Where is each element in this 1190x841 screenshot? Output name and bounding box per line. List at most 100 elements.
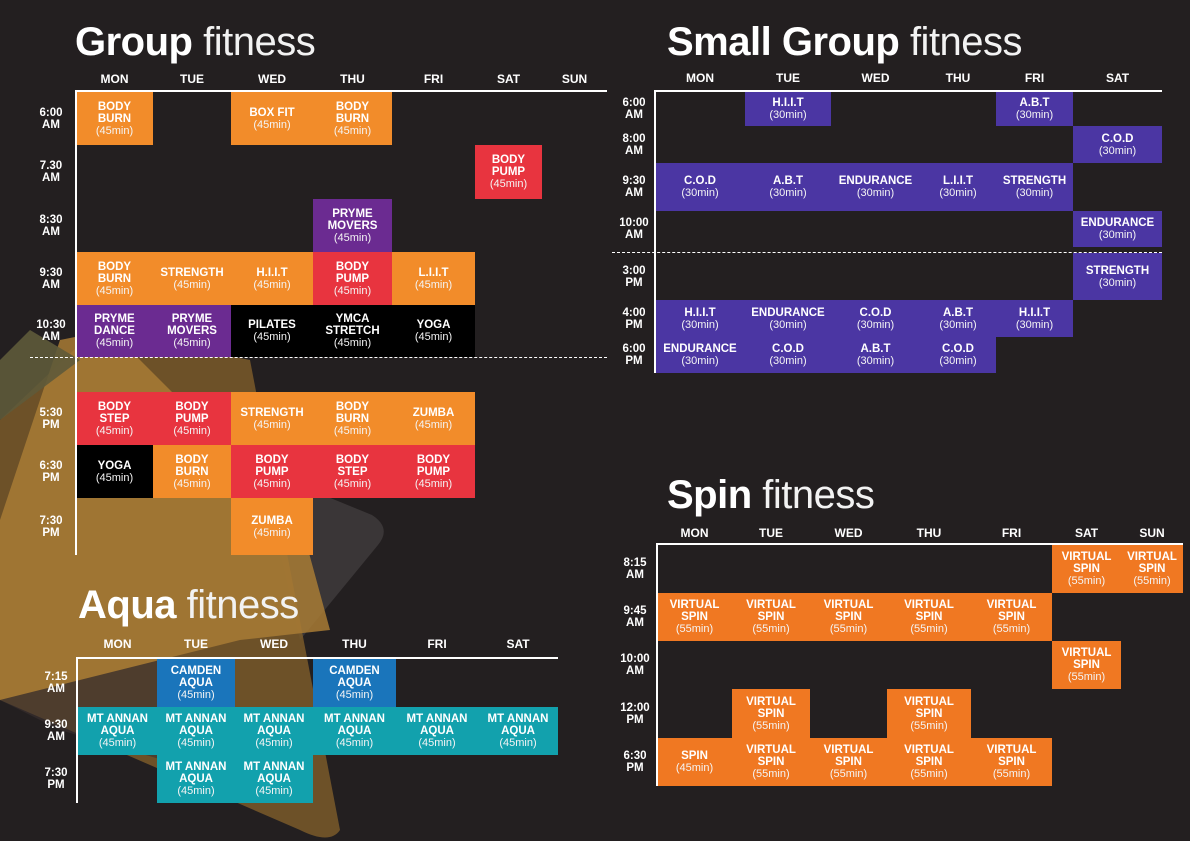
class-cell[interactable]: A.B.T (30min) [745,163,831,211]
class-cell[interactable]: ZUMBA (45min) [231,498,313,555]
class-cell[interactable]: VIRTUAL SPIN (55min) [732,593,810,641]
class-name: VIRTUAL SPIN [823,599,874,623]
class-cell[interactable]: STRENGTH (45min) [231,392,313,445]
class-cell[interactable]: BODY BURN (45min) [153,445,231,498]
class-name: MT ANNAN AQUA [243,761,305,785]
class-cell[interactable]: YMCA STRETCH (45min) [313,305,392,357]
section-title: Spin fitness [667,475,875,515]
class-duration: (55min) [675,623,714,635]
class-name: L.I.I.T [942,175,974,187]
day-header: FRI [1001,526,1022,540]
class-name: SPIN [681,750,708,762]
class-cell[interactable]: VIRTUAL SPIN (55min) [1052,545,1121,593]
class-name: VIRTUAL SPIN [746,695,796,720]
class-cell[interactable]: H.I.I.T (30min) [996,300,1073,337]
class-cell[interactable]: VIRTUAL SPIN (55min) [732,738,810,786]
class-cell[interactable]: A.B.T (30min) [996,92,1073,126]
class-cell[interactable]: VIRTUAL SPIN (55min) [887,738,971,786]
class-name: STRENGTH [240,406,304,419]
day-header: FRI [427,637,447,651]
class-cell[interactable]: VIRTUAL SPIN (55min) [971,738,1052,786]
class-cell[interactable]: BODY PUMP (45min) [475,145,542,199]
class-cell[interactable]: PRYME MOVERS (45min) [313,199,392,252]
class-cell[interactable]: BODY STEP (45min) [313,445,392,498]
class-cell[interactable]: H.I.I.T (45min) [231,252,313,305]
class-name: BODY BURN [335,400,370,425]
class-cell[interactable]: YOGA (45min) [392,305,475,357]
class-cell[interactable]: ENDURANCE (30min) [831,163,920,211]
title-bold: Small Group [667,20,900,64]
class-cell[interactable]: A.B.T (30min) [920,300,996,337]
class-cell[interactable]: C.O.D (30min) [831,300,920,337]
class-cell[interactable]: YOGA (45min) [76,445,153,498]
class-cell[interactable]: A.B.T (30min) [831,337,920,373]
class-cell[interactable]: MT ANNAN AQUA (45min) [396,707,478,755]
class-cell[interactable]: BODY BURN (45min) [76,92,153,145]
class-cell[interactable]: MT ANNAN AQUA (45min) [235,707,313,755]
day-header: WED [861,71,890,85]
class-cell[interactable]: MT ANNAN AQUA (45min) [157,755,235,803]
class-cell[interactable]: MT ANNAN AQUA (45min) [478,707,558,755]
class-cell[interactable]: C.O.D (30min) [655,163,745,211]
class-cell[interactable]: ENDURANCE (30min) [655,337,745,373]
class-cell[interactable]: VIRTUAL SPIN (55min) [657,593,732,641]
class-cell[interactable]: SPIN (45min) [657,738,732,786]
class-cell[interactable]: ZUMBA (45min) [392,392,475,445]
class-cell[interactable]: L.I.I.T (45min) [392,252,475,305]
class-cell[interactable]: BODY PUMP (45min) [392,445,475,498]
class-duration: (45min) [253,118,291,131]
class-name: VIRTUAL SPIN [823,744,874,768]
class-duration: (30min) [939,355,977,367]
day-header: SUN [561,72,588,86]
class-cell[interactable]: BODY PUMP (45min) [313,252,392,305]
class-name: ENDURANCE [751,306,825,319]
class-cell[interactable]: VIRTUAL SPIN (55min) [887,593,971,641]
class-cell[interactable]: MT ANNAN AQUA (45min) [313,707,396,755]
class-cell[interactable]: MT ANNAN AQUA (45min) [235,755,313,803]
class-cell[interactable]: MT ANNAN AQUA (45min) [78,707,157,755]
class-cell[interactable]: STRENGTH (30min) [1073,253,1162,300]
class-cell[interactable]: VIRTUAL SPIN (55min) [887,689,971,738]
class-duration: (55min) [829,768,868,780]
class-cell[interactable]: BODY BURN (45min) [313,392,392,445]
time-label: 10:00 AM [620,653,650,677]
class-cell[interactable]: VIRTUAL SPIN (55min) [810,738,887,786]
class-cell[interactable]: BODY PUMP (45min) [153,392,231,445]
class-duration: (45min) [95,124,134,137]
class-cell[interactable]: C.O.D (30min) [1073,126,1162,163]
class-duration: (30min) [681,318,719,331]
class-cell[interactable]: BODY BURN (45min) [76,252,153,305]
class-cell[interactable]: VIRTUAL SPIN (55min) [1052,641,1121,689]
class-cell[interactable]: VIRTUAL SPIN (55min) [810,593,887,641]
class-name: ENDURANCE [838,175,913,187]
class-cell[interactable]: MT ANNAN AQUA (45min) [157,707,235,755]
class-cell[interactable]: VIRTUAL SPIN (55min) [971,593,1052,641]
class-duration: (30min) [939,187,977,199]
day-header: SAT [1105,71,1130,85]
time-label: 7:30 PM [39,514,63,539]
class-cell[interactable]: BODY BURN (45min) [313,92,392,145]
class-cell[interactable]: L.I.I.T (30min) [920,163,996,211]
class-cell[interactable]: STRENGTH (30min) [996,163,1073,211]
class-cell[interactable]: VIRTUAL SPIN (55min) [732,689,810,738]
class-cell[interactable]: H.I.I.T (30min) [655,300,745,337]
class-cell[interactable]: CAMDEN AQUA (45min) [313,659,396,707]
class-cell[interactable]: C.O.D (30min) [920,337,996,373]
class-cell[interactable]: STRENGTH (45min) [153,252,231,305]
class-cell[interactable]: ENDURANCE (30min) [1073,211,1162,247]
class-cell[interactable]: BODY PUMP (45min) [231,445,313,498]
time-label: 8:15 AM [623,557,647,581]
class-cell[interactable]: VIRTUAL SPIN (55min) [1121,545,1183,593]
class-cell[interactable]: PRYME DANCE (45min) [76,305,153,357]
class-cell[interactable]: CAMDEN AQUA (45min) [157,659,235,707]
header-rule [75,90,607,92]
class-cell[interactable]: ENDURANCE (30min) [745,300,831,337]
class-cell[interactable]: BOX FIT (45min) [231,92,313,145]
class-cell[interactable]: C.O.D (30min) [745,337,831,373]
class-name: BODY BURN [97,100,132,125]
class-cell[interactable]: PILATES (45min) [231,305,313,357]
class-cell[interactable]: H.I.I.T (30min) [745,92,831,126]
class-cell[interactable]: PRYME MOVERS (45min) [153,305,231,357]
class-cell[interactable]: BODY STEP (45min) [76,392,153,445]
class-name: BODY PUMP [416,453,451,478]
